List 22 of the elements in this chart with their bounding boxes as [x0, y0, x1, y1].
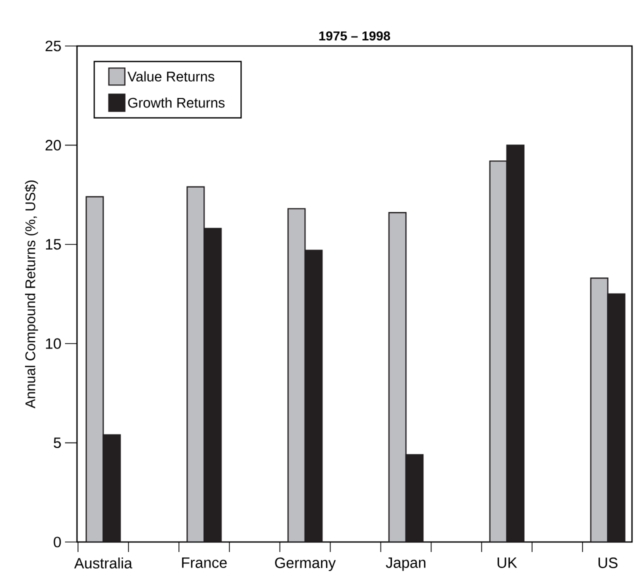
y-tick-label: 5: [54, 438, 61, 448]
x-tick-label: UK: [498, 558, 518, 568]
y-axis-title: Annual Compound Returns (%, US$): [24, 180, 38, 408]
y-tick-label: 0: [54, 536, 61, 548]
bar: [287, 208, 306, 542]
y-tick-label: 25: [46, 40, 61, 52]
y-tick-label: 10: [46, 338, 61, 349]
legend-label: Value Returns: [127, 71, 214, 82]
bar: [388, 212, 407, 542]
bar: [86, 196, 104, 542]
chart-title: 1975 – 1998: [319, 31, 390, 40]
x-tick-label: US: [598, 558, 618, 568]
bar: [489, 160, 508, 542]
y-tick-label: 20: [46, 140, 61, 150]
bar: [590, 278, 608, 542]
x-tick-label: Germany: [275, 558, 336, 572]
x-tick-label: Australia: [74, 558, 132, 568]
y-tick-label: 15: [46, 239, 61, 250]
x-tick-label: France: [182, 558, 227, 568]
x-tick-label: Japan: [386, 558, 426, 571]
legend-label: Growth Returns: [128, 97, 225, 108]
bar: [186, 186, 205, 542]
